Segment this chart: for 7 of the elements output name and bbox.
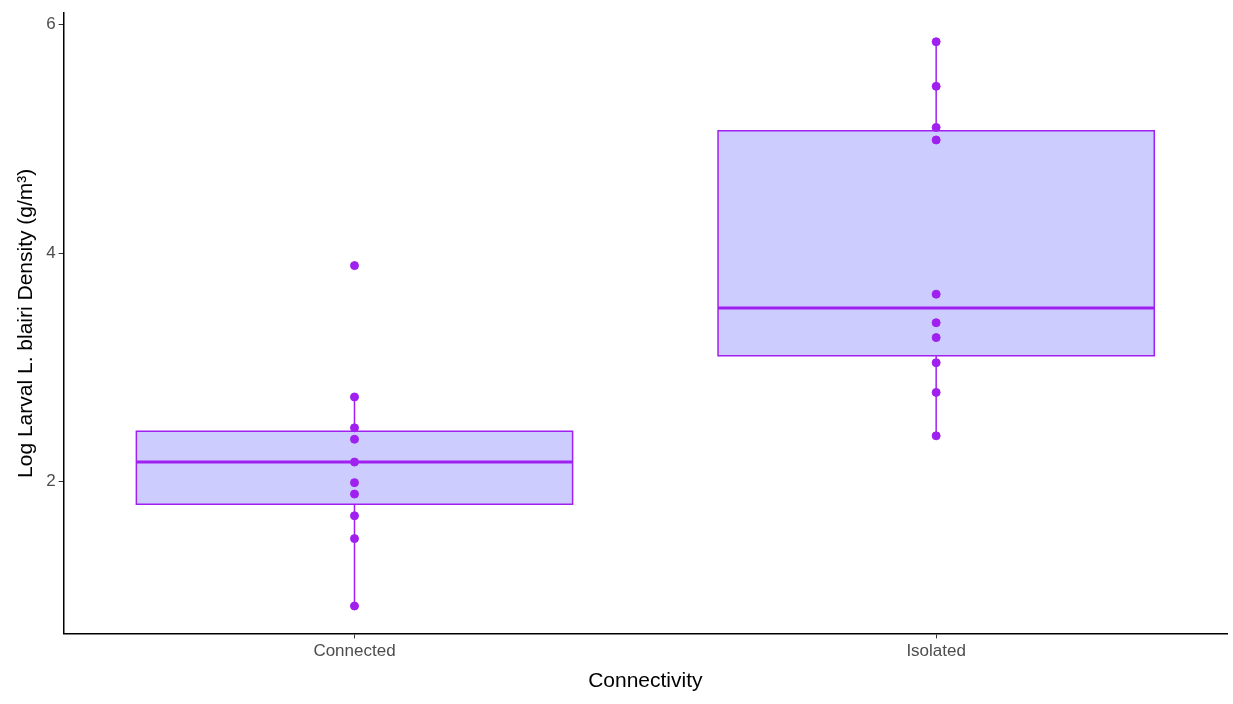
x-tick-label: Connected (313, 641, 396, 661)
y-axis-title: Log Larval L. blairi Density (g/m³) (13, 168, 37, 478)
y-tick-label: 6 (46, 14, 56, 34)
y-tick-label: 4 (46, 242, 56, 262)
y-tick-label: 2 (46, 471, 56, 491)
x-axis-title: Connectivity (588, 668, 704, 692)
x-tick-label: Isolated (906, 641, 966, 661)
